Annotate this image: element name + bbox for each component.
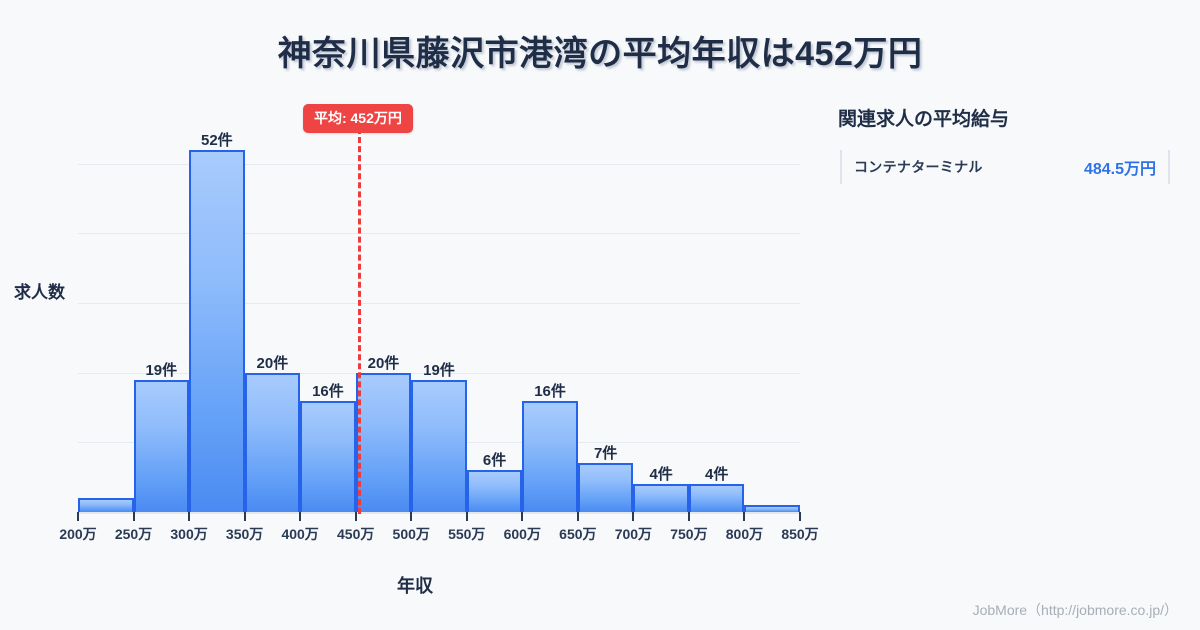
x-axis-tick-label: 750万 xyxy=(670,526,708,542)
bar-value-label: 6件 xyxy=(482,452,507,470)
x-axis-tick xyxy=(743,512,746,521)
x-axis-tick xyxy=(632,512,635,521)
x-axis-tick-label: 400万 xyxy=(281,526,319,542)
x-axis-tick xyxy=(354,512,357,521)
bar-value-label: 4件 xyxy=(705,466,729,484)
x-axis-tick-label: 700万 xyxy=(614,526,653,542)
bar xyxy=(577,463,634,512)
bar xyxy=(688,484,745,512)
gridline xyxy=(78,372,800,374)
histogram-chart: 19件 52件 20件 16件 20件 19件 6件 16件 7件 4件 4件 200万 250万 30… xyxy=(14,104,819,596)
x-axis-tick-label: 650万 xyxy=(559,526,597,542)
bar xyxy=(189,149,245,512)
related-salary-name: コンテナターミナル xyxy=(854,159,983,175)
side-panel: 関連求人の平均給与 コンテナターミナル 484.5万円 xyxy=(830,0,1200,630)
x-axis-line xyxy=(78,512,800,514)
bar xyxy=(633,484,689,512)
x-axis-tick xyxy=(576,512,579,521)
bar xyxy=(744,505,800,512)
bar-value-label: 4件 xyxy=(649,466,673,484)
bar xyxy=(522,400,578,512)
x-axis-tick xyxy=(132,512,135,521)
bar-value-label: 19件 xyxy=(145,361,178,379)
x-axis-tick-label: 850万 xyxy=(781,526,819,542)
average-badge: 平均: 452万円 xyxy=(302,104,413,133)
bar xyxy=(300,400,356,512)
bar xyxy=(244,372,301,512)
x-axis-tick xyxy=(77,512,79,521)
bar xyxy=(411,379,467,512)
x-axis-tick xyxy=(243,512,246,521)
gridline xyxy=(78,233,800,235)
gridline xyxy=(78,303,800,304)
bar-value-label: 20件 xyxy=(256,354,289,372)
x-axis-tick xyxy=(299,512,302,521)
x-axis-tick-label: 300万 xyxy=(170,526,208,542)
x-axis-tick-label: 450万 xyxy=(337,526,375,542)
x-axis-label: 年収 xyxy=(397,576,433,596)
x-axis-tick xyxy=(188,512,191,521)
related-salary-row: コンテナターミナル 484.5万円 xyxy=(840,150,1170,184)
related-salary-value: 484.5万円 xyxy=(1083,161,1156,178)
footer-watermark: JobMore（http://jobmore.co.jp/） xyxy=(972,602,1178,618)
bar xyxy=(355,372,412,512)
bar-value-label: 7件 xyxy=(593,445,618,463)
bar xyxy=(133,379,190,512)
gridline xyxy=(78,163,800,165)
x-axis-tick-label: 550万 xyxy=(448,526,486,542)
x-axis-tick xyxy=(799,512,801,521)
x-axis-tick xyxy=(687,512,690,521)
x-axis-tick-label: 200万 xyxy=(59,526,97,542)
x-axis-tick-label: 250万 xyxy=(114,526,153,542)
x-axis-tick-label: 800万 xyxy=(725,526,764,542)
bar-value-label: 20件 xyxy=(367,354,400,372)
x-axis-tick-label: 600万 xyxy=(503,526,541,542)
bar-value-label: 19件 xyxy=(423,361,455,379)
average-line xyxy=(357,128,361,514)
x-axis-tick xyxy=(521,512,524,521)
bar-value-label: 16件 xyxy=(312,382,344,400)
x-axis-tick xyxy=(465,512,468,521)
y-axis-label: 求人数 xyxy=(14,283,65,302)
bar-value-label: 16件 xyxy=(534,382,566,400)
bar xyxy=(78,498,134,512)
x-axis-tick xyxy=(410,512,413,521)
bar xyxy=(466,470,523,512)
side-panel-heading: 関連求人の平均給与 xyxy=(838,109,1010,130)
x-axis-tick-label: 500万 xyxy=(392,526,430,542)
x-axis-tick-label: 350万 xyxy=(225,526,264,542)
bar-value-label: 52件 xyxy=(200,131,233,149)
page-title: 神奈川県藤沢市港湾の平均年収は452万円 xyxy=(277,35,923,73)
